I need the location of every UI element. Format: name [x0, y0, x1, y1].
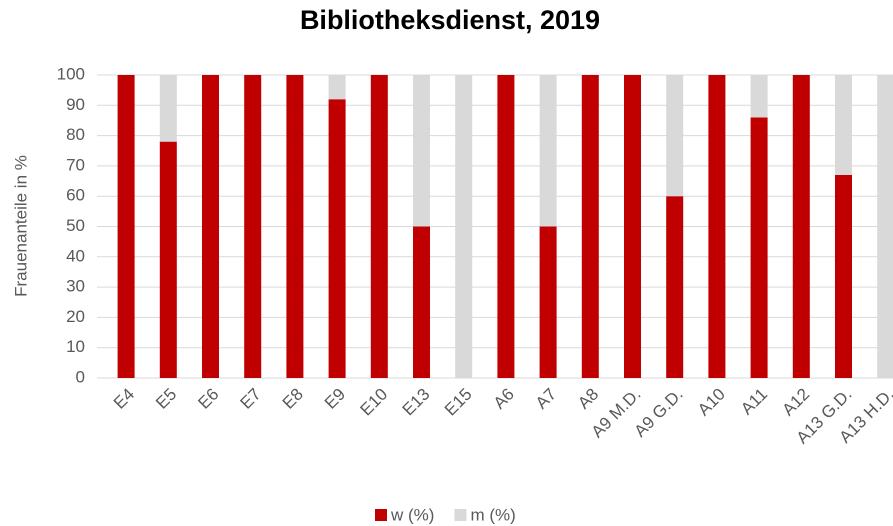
bar-segment: [497, 75, 515, 378]
x-tick-label: E5: [152, 385, 180, 413]
y-tick-label: 100: [57, 64, 85, 83]
y-tick-label: 20: [66, 307, 85, 326]
bar-segment: [750, 75, 768, 118]
x-tick-label: E13: [399, 385, 434, 420]
y-tick-label: 60: [66, 186, 85, 205]
bar-segment: [581, 75, 599, 378]
x-tick-label: A11: [737, 385, 771, 419]
x-tick-label: A6: [490, 385, 518, 413]
y-tick-label: 50: [66, 216, 85, 235]
y-tick-label: 10: [66, 337, 85, 356]
bar-segment: [792, 75, 810, 378]
x-tick-label: E7: [237, 385, 265, 413]
bar-segment: [328, 75, 346, 100]
legend-label: m (%): [470, 505, 515, 524]
bar-segment: [328, 99, 346, 379]
bar-segment: [624, 75, 641, 378]
x-tick-label: A12: [778, 385, 813, 420]
y-tick-label: 40: [66, 246, 85, 265]
bar-segment: [539, 226, 557, 378]
legend-label: w (%): [390, 505, 434, 524]
bar-segment: [666, 196, 684, 378]
y-tick-label: 70: [66, 155, 85, 174]
x-tick-label: E6: [194, 385, 222, 413]
bar-segment: [835, 75, 852, 175]
bar-segment: [539, 75, 557, 227]
bar-segment: [666, 75, 684, 197]
bar-segment: [159, 75, 177, 142]
bar-segment: [244, 75, 262, 378]
x-tick-label: A7: [532, 385, 560, 413]
y-tick-label: 90: [66, 95, 85, 114]
bar-segment: [413, 226, 430, 378]
bar-segment: [835, 174, 852, 378]
y-tick-label: 80: [66, 125, 85, 144]
x-tick-label: E9: [321, 385, 349, 413]
bar-segment: [455, 75, 473, 378]
legend-swatch: [454, 509, 467, 521]
bar-segment: [159, 141, 177, 378]
bar-segment: [202, 75, 219, 378]
y-tick-label: 0: [76, 367, 85, 386]
x-tick-label: E15: [441, 385, 476, 420]
y-tick-label: 30: [66, 277, 85, 296]
x-tick-label: E10: [356, 385, 391, 420]
bar-segment: [750, 117, 768, 379]
bar-segment: [286, 75, 304, 378]
x-tick-label: A10: [694, 385, 729, 420]
x-tick-label: A8: [574, 385, 602, 413]
chart-title: Bibliotheksdienst, 2019: [300, 5, 600, 35]
x-tick-label: E8: [279, 385, 307, 413]
bar-segment: [413, 75, 430, 227]
legend-swatch: [375, 509, 387, 521]
x-tick-label: E4: [110, 385, 138, 413]
bar-segment: [708, 75, 726, 378]
bar-segment: [117, 75, 135, 378]
y-axis-label: Frauenanteile in %: [11, 155, 30, 297]
bar-segment: [370, 75, 388, 378]
bar-segment: [877, 75, 893, 378]
